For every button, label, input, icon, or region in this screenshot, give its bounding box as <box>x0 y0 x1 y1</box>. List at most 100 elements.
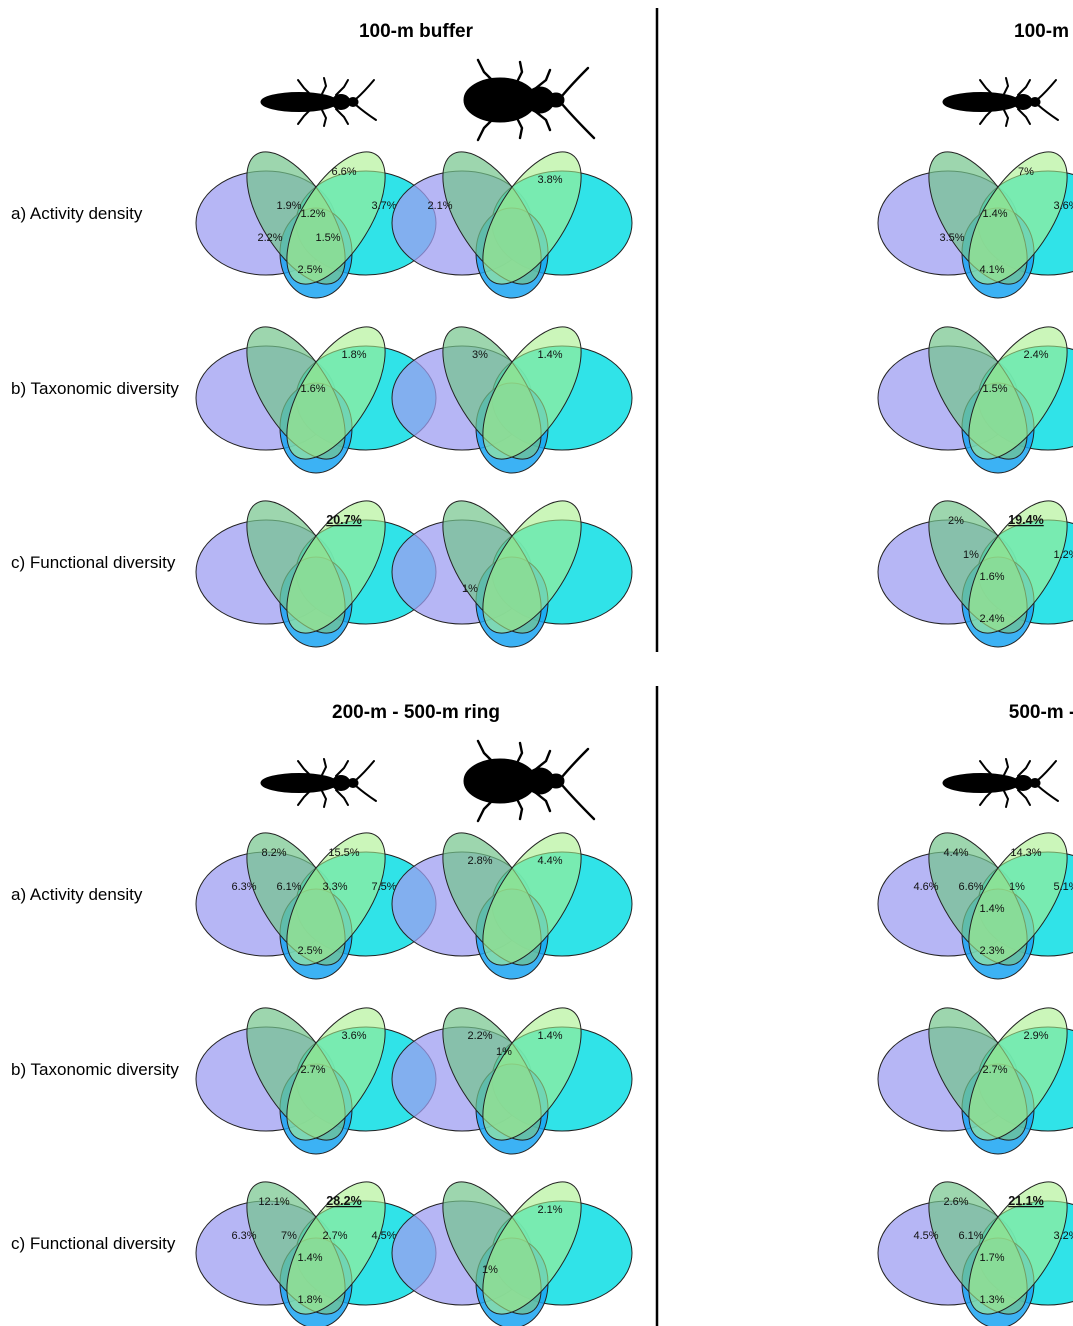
percentage-label: 2.6% <box>943 1196 968 1208</box>
set-ellipse-c <box>968 1007 1068 1141</box>
percentage-label: 1.8% <box>341 349 366 361</box>
percentage-label: 2.7% <box>322 1230 347 1242</box>
percentage-label: 4.4% <box>537 855 562 867</box>
percentage-label: 2.7% <box>982 1064 1007 1076</box>
percentage-label: 2.3% <box>979 945 1004 957</box>
percentage-label: 7% <box>281 1230 297 1242</box>
percentage-label: 3.8% <box>537 174 562 186</box>
set-ellipse-c <box>482 832 582 966</box>
elongated-beetle-icon <box>260 77 377 127</box>
percentage-label: 1.4% <box>979 903 1004 915</box>
panel: 100-m - 200-m ring 7% 3.6% 1.4% 3.5% 4.1% 1.2%… <box>877 21 1073 648</box>
percentage-label: 1% <box>963 549 979 561</box>
venn-diagram: 2.2% 1.4% 1% <box>391 1007 633 1155</box>
percentage-label: 21.1% <box>1008 1194 1043 1208</box>
percentage-label: 2.2% <box>467 1030 492 1042</box>
percentage-label: 7.5% <box>371 881 396 893</box>
panel: 500-m - 1000-m ring 4.4% 14.3% 4.6% 6.6% 1% 5.… <box>877 702 1073 1326</box>
percentage-label: 1.3% <box>979 1294 1004 1306</box>
venn-diagram: 2.6% 21.1% 4.5% 6.1% 3.2% 1.7% 1.3% <box>877 1181 1073 1326</box>
percentage-label: 1.6% <box>300 383 325 395</box>
percentage-label: 6.6% <box>331 166 356 178</box>
percentage-label: 28.2% <box>326 1194 361 1208</box>
percentage-label: 5.1% <box>1053 881 1073 893</box>
venn-diagram: 2.8% 4.4% <box>391 832 633 980</box>
panel-title: 200-m - 500-m ring <box>332 702 500 723</box>
venn-diagram: 7% 3.6% 1.4% 3.5% 4.1% <box>877 151 1073 299</box>
percentage-label: 2.8% <box>467 855 492 867</box>
percentage-label: 12.1% <box>258 1196 289 1208</box>
venn-diagram: 2% 19.4% 1% 1.2% 1.6% 2.4% <box>877 500 1073 648</box>
round-beetle-icon <box>462 739 596 823</box>
percentage-label: 4.6% <box>913 881 938 893</box>
percentage-label: 1.4% <box>537 1030 562 1042</box>
set-ellipse-c <box>968 151 1068 285</box>
percentage-label: 2.5% <box>297 264 322 276</box>
percentage-label: 3% <box>472 349 488 361</box>
percentage-label: 1.7% <box>979 1252 1004 1264</box>
panel: 100-m buffer a) Activity density b) Taxono… <box>11 21 633 648</box>
set-ellipse-c <box>482 1181 582 1315</box>
set-ellipse-c <box>482 500 582 634</box>
row-label: b) Taxonomic diversity <box>11 379 179 398</box>
panel-title: 100-m buffer <box>359 21 474 42</box>
percentage-label: 4.4% <box>943 847 968 859</box>
row-label: a) Activity density <box>11 204 143 223</box>
panel: 200-m - 500-m ring a) Activity density b) … <box>11 702 633 1326</box>
percentage-label: 1% <box>1009 881 1025 893</box>
percentage-label: 2.9% <box>1023 1030 1048 1042</box>
percentage-label: 20.7% <box>326 513 361 527</box>
row-label: c) Functional diversity <box>11 1234 176 1253</box>
percentage-label: 3.5% <box>939 232 964 244</box>
percentage-label: 1.9% <box>276 200 301 212</box>
percentage-label: 1% <box>496 1046 512 1058</box>
panel-title: 100-m - 200-m ring <box>1014 21 1073 42</box>
set-ellipse-c <box>482 1007 582 1141</box>
set-ellipse-c <box>968 832 1068 966</box>
percentage-label: 3.6% <box>1053 200 1073 212</box>
percentage-label: 2.2% <box>257 232 282 244</box>
percentage-label: 6.3% <box>231 1230 256 1242</box>
set-ellipse-c <box>286 151 386 285</box>
set-ellipse-c <box>482 326 582 460</box>
venn-diagram: 3% 1.4% <box>391 326 633 474</box>
percentage-label: 19.4% <box>1008 513 1043 527</box>
set-ellipse-c <box>968 326 1068 460</box>
percentage-label: 1.4% <box>537 349 562 361</box>
percentage-label: 15.5% <box>328 847 359 859</box>
percentage-label: 2% <box>948 515 964 527</box>
row-label: c) Functional diversity <box>11 553 176 572</box>
percentage-label: 2.1% <box>427 200 452 212</box>
set-ellipse-c <box>968 500 1068 634</box>
venn-diagram: 4.4% 14.3% 4.6% 6.6% 1% 5.1% 1.4% 2.3% <box>877 832 1073 980</box>
percentage-label: 1.2% <box>1053 549 1073 561</box>
set-ellipse-c <box>286 1007 386 1141</box>
percentage-label: 1% <box>462 583 478 595</box>
elongated-beetle-icon <box>942 758 1059 808</box>
percentage-label: 1.4% <box>297 1252 322 1264</box>
percentage-label: 6.3% <box>231 881 256 893</box>
round-beetle-icon <box>462 58 596 142</box>
percentage-label: 1.2% <box>300 208 325 220</box>
percentage-label: 14.3% <box>1010 847 1041 859</box>
elongated-beetle-icon <box>260 758 377 808</box>
percentage-label: 7% <box>1018 166 1034 178</box>
percentage-label: 1.5% <box>982 383 1007 395</box>
venn-diagram: 6.6% 3.7% 1.9%1.2% 2.2% 1.5% 2.5% <box>195 151 437 299</box>
set-ellipse-c <box>482 151 582 285</box>
percentage-label: 3.7% <box>371 200 396 212</box>
percentage-label: 1.4% <box>982 208 1007 220</box>
venn-diagram: 1% <box>391 500 633 648</box>
venn-diagram: 2.1% 3.8% <box>391 151 633 299</box>
percentage-label: 3.6% <box>341 1030 366 1042</box>
panel-title: 500-m - 1000-m ring <box>1009 702 1073 723</box>
venn-diagram: 2.4% 1.5% <box>877 326 1073 474</box>
percentage-label: 2.1% <box>537 1204 562 1216</box>
percentage-label: 6.1% <box>276 881 301 893</box>
set-ellipse-c <box>286 326 386 460</box>
row-label: b) Taxonomic diversity <box>11 1060 179 1079</box>
set-ellipse-c <box>286 832 386 966</box>
percentage-label: 2.5% <box>297 945 322 957</box>
set-ellipse-c <box>286 1181 386 1315</box>
